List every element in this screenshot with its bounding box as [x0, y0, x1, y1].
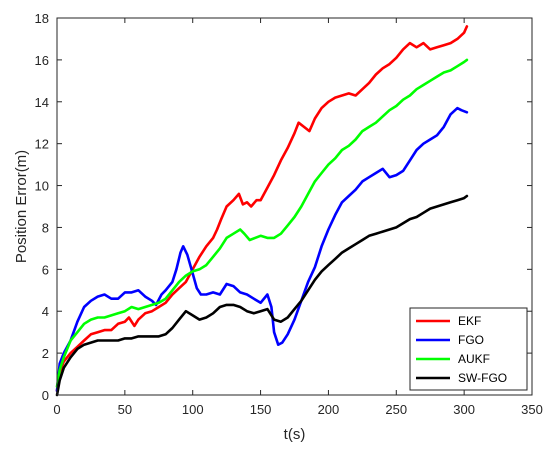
- x-axis: 0 50 100 150 200 250 300 350: [53, 18, 543, 417]
- legend-label: EKF: [458, 314, 481, 328]
- y-tick-label: 12: [35, 137, 49, 152]
- x-tick-label: 350: [521, 402, 543, 417]
- y-tick-label: 14: [35, 95, 49, 110]
- legend: EKF FGO AUKF SW-FGO: [409, 307, 528, 391]
- y-tick-label: 6: [42, 262, 49, 277]
- legend-label: AUKF: [458, 352, 490, 366]
- series-layer: [55, 25, 469, 397]
- y-tick-label: 10: [35, 179, 49, 194]
- legend-label: SW-FGO: [458, 371, 507, 385]
- series-line-aukf: [55, 58, 469, 388]
- x-tick-label: 250: [385, 402, 407, 417]
- legend-label: FGO: [458, 333, 484, 347]
- x-tick-label: 200: [318, 402, 340, 417]
- x-tick-label: 50: [118, 402, 132, 417]
- y-tick-label: 18: [35, 11, 49, 26]
- series-line-sw-fgo: [55, 194, 469, 397]
- y-tick-label: 0: [42, 388, 49, 403]
- axes-box: [56, 17, 533, 396]
- y-axis-label: Position Error(m): [13, 150, 30, 263]
- y-axis: 0 2 4 6 8 10 12 14 16 18: [35, 11, 532, 403]
- series-line-ekf: [55, 25, 469, 393]
- x-axis-label: t(s): [284, 426, 306, 443]
- x-tick-label: 100: [182, 402, 204, 417]
- series-line-fgo: [55, 106, 469, 393]
- y-tick-label: 16: [35, 53, 49, 68]
- x-tick-label: 0: [53, 402, 60, 417]
- x-tick-label: 150: [250, 402, 272, 417]
- y-tick-label: 8: [42, 220, 49, 235]
- y-tick-label: 2: [42, 346, 49, 361]
- x-tick-label: 300: [453, 402, 475, 417]
- y-tick-label: 4: [42, 304, 49, 319]
